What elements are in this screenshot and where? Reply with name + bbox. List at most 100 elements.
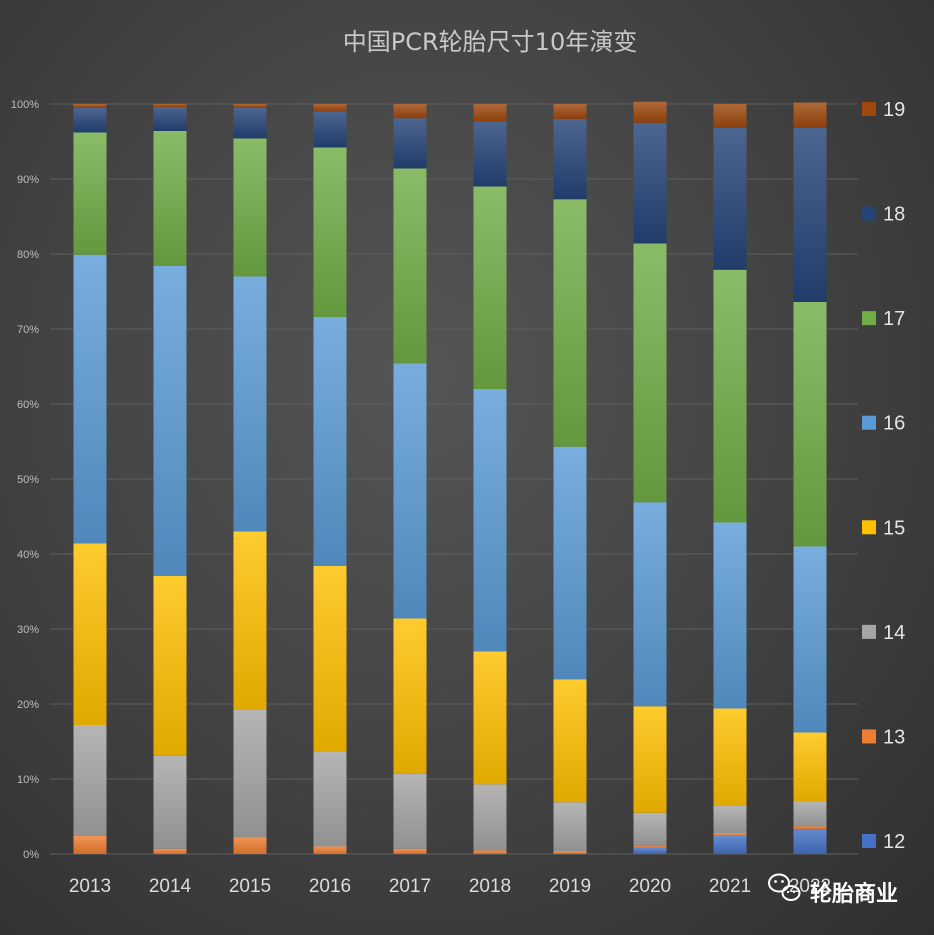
legend-swatch bbox=[862, 624, 876, 639]
bar-segment-2021-18 bbox=[713, 128, 747, 270]
legend-item-12[interactable]: 12 bbox=[862, 831, 905, 853]
y-tick-label: 10% bbox=[17, 774, 39, 786]
wechat-icon bbox=[768, 873, 801, 901]
bar-segment-2018-19 bbox=[473, 104, 507, 122]
watermark: 轮胎商业 bbox=[768, 873, 898, 907]
bar-segment-2016-13 bbox=[313, 846, 347, 854]
chart-title: 中国PCR轮胎尺寸10年演变 bbox=[343, 28, 637, 56]
bar-segment-2018-13 bbox=[473, 850, 507, 854]
legend-item-17[interactable]: 17 bbox=[862, 308, 905, 330]
x-tick-label: 2021 bbox=[709, 876, 751, 897]
bar-segment-2015-13 bbox=[233, 837, 267, 854]
legend-item-18[interactable]: 18 bbox=[862, 204, 905, 226]
bar-segment-2019-16 bbox=[553, 446, 587, 680]
bar-stack-2015 bbox=[233, 104, 267, 854]
y-tick-label: 70% bbox=[17, 324, 39, 336]
bar-segment-2018-15 bbox=[473, 651, 507, 785]
bar-segment-2014-15 bbox=[153, 575, 187, 756]
y-tick-label: 30% bbox=[17, 624, 39, 636]
y-tick-label: 50% bbox=[17, 474, 39, 486]
bar-segment-2017-14 bbox=[393, 773, 427, 849]
x-tick-label: 2013 bbox=[69, 876, 111, 897]
bar-segment-2017-15 bbox=[393, 618, 427, 774]
legend-swatch bbox=[862, 520, 876, 535]
bar-segment-2017-16 bbox=[393, 363, 427, 619]
watermark-text: 轮胎商业 bbox=[810, 881, 898, 907]
bar-segment-2019-14 bbox=[553, 802, 587, 851]
legend-item-15[interactable]: 15 bbox=[862, 517, 905, 539]
bar-segment-2013-16 bbox=[73, 254, 107, 544]
bar-stack-2016 bbox=[313, 104, 347, 854]
x-tick-label: 2018 bbox=[469, 876, 511, 897]
bar-segment-2016-15 bbox=[313, 566, 347, 752]
bar-segment-2022-15 bbox=[793, 732, 827, 802]
bar-segment-2014-14 bbox=[153, 755, 187, 849]
bar-segment-2017-19 bbox=[393, 104, 427, 119]
x-tick-label: 2017 bbox=[389, 876, 431, 897]
bar-segment-2021-12 bbox=[713, 836, 747, 854]
bar-segment-2018-18 bbox=[473, 121, 507, 187]
bar-segment-2016-19 bbox=[313, 104, 347, 112]
bar-segment-2017-13 bbox=[393, 848, 427, 854]
legend-item-14[interactable]: 14 bbox=[862, 622, 905, 644]
bar-segment-2020-19 bbox=[633, 101, 667, 123]
y-tick-label: 90% bbox=[17, 174, 39, 186]
bars bbox=[73, 101, 827, 854]
bar-stack-2020 bbox=[633, 101, 667, 854]
bar-segment-2014-18 bbox=[153, 107, 187, 131]
bar-segment-2019-13 bbox=[553, 851, 587, 854]
x-axis-ticks: 2013 2014 2015 2016 2017 2018 2019 2020 2021 2022 bbox=[69, 876, 831, 897]
legend-swatch bbox=[862, 102, 876, 116]
y-tick-label: 40% bbox=[17, 549, 39, 561]
bar-segment-2018-17 bbox=[473, 186, 507, 389]
bar-stack-2019 bbox=[553, 104, 587, 854]
bar-segment-2021-15 bbox=[713, 708, 747, 806]
legend-item-13[interactable]: 13 bbox=[862, 726, 905, 748]
bar-stack-2013 bbox=[73, 104, 107, 854]
bar-segment-2022-12 bbox=[793, 829, 827, 854]
bar-segment-2013-17 bbox=[73, 132, 107, 255]
bar-segment-2013-13 bbox=[73, 836, 107, 854]
bar-segment-2022-13 bbox=[793, 826, 827, 830]
legend-swatch bbox=[862, 834, 876, 848]
bar-segment-2018-16 bbox=[473, 389, 507, 652]
x-tick-label: 2019 bbox=[549, 876, 591, 897]
y-tick-label: 20% bbox=[17, 699, 39, 711]
legend-label: 17 bbox=[883, 308, 905, 330]
legend-label: 18 bbox=[883, 204, 905, 226]
bar-segment-2015-14 bbox=[233, 710, 267, 838]
legend-swatch bbox=[862, 311, 876, 326]
x-tick-label: 2015 bbox=[229, 876, 271, 897]
bar-segment-2015-17 bbox=[233, 138, 267, 277]
bar-segment-2020-14 bbox=[633, 812, 667, 846]
bar-segment-2020-17 bbox=[633, 243, 667, 503]
bar-segment-2020-18 bbox=[633, 122, 667, 244]
y-axis-ticks: 0% 10% 20% 30% 40% 50% 60% 70% 80% 90% 100% bbox=[11, 99, 39, 861]
bar-segment-2015-18 bbox=[233, 107, 267, 139]
bar-segment-2014-19 bbox=[153, 104, 187, 107]
legend-item-16[interactable]: 16 bbox=[862, 413, 905, 435]
bar-segment-2014-17 bbox=[153, 131, 187, 266]
bar-segment-2013-19 bbox=[73, 104, 107, 108]
bar-segment-2021-19 bbox=[713, 104, 747, 128]
bar-segment-2019-15 bbox=[553, 679, 587, 803]
bar-segment-2022-14 bbox=[793, 801, 827, 827]
bar-segment-2013-18 bbox=[73, 107, 107, 133]
bar-segment-2016-17 bbox=[313, 147, 347, 317]
legend-label: 19 bbox=[883, 99, 905, 121]
bar-segment-2017-17 bbox=[393, 168, 427, 364]
legend-label: 14 bbox=[883, 622, 905, 644]
bar-segment-2021-14 bbox=[713, 806, 747, 833]
legend-swatch bbox=[862, 729, 876, 744]
legend-swatch bbox=[862, 206, 876, 221]
y-tick-label: 100% bbox=[11, 99, 39, 111]
bar-segment-2015-19 bbox=[233, 104, 267, 108]
legend[interactable]: 12 13 14 15 16 17 18 19 bbox=[862, 99, 905, 853]
bar-segment-2016-18 bbox=[313, 111, 347, 148]
bar-segment-2019-18 bbox=[553, 119, 587, 200]
bar-segment-2015-15 bbox=[233, 531, 267, 710]
legend-item-19[interactable]: 19 bbox=[862, 99, 905, 121]
bar-segment-2013-14 bbox=[73, 725, 107, 836]
bar-segment-2018-14 bbox=[473, 784, 507, 851]
